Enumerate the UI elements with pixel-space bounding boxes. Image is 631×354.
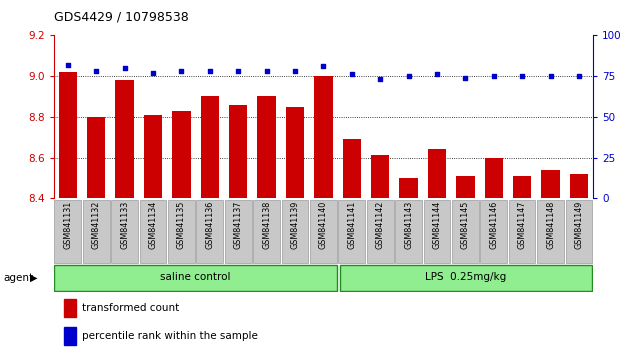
FancyBboxPatch shape xyxy=(537,200,564,263)
Text: GSM841141: GSM841141 xyxy=(347,201,357,249)
Point xyxy=(347,72,357,77)
Text: GSM841145: GSM841145 xyxy=(461,201,470,249)
Bar xyxy=(64,327,76,345)
Point xyxy=(545,73,556,79)
Text: GSM841136: GSM841136 xyxy=(205,201,215,249)
FancyBboxPatch shape xyxy=(168,200,195,263)
Bar xyxy=(64,299,76,317)
FancyBboxPatch shape xyxy=(281,200,309,263)
Text: GSM841132: GSM841132 xyxy=(91,201,101,249)
Text: GSM841144: GSM841144 xyxy=(432,201,442,249)
Bar xyxy=(399,178,418,198)
Point xyxy=(489,73,499,79)
Bar xyxy=(343,139,361,198)
Text: GSM841139: GSM841139 xyxy=(290,201,300,249)
Bar xyxy=(314,76,333,198)
Text: GSM841147: GSM841147 xyxy=(517,201,527,249)
Text: percentile rank within the sample: percentile rank within the sample xyxy=(81,331,257,341)
FancyBboxPatch shape xyxy=(338,200,365,263)
Point xyxy=(148,70,158,76)
Bar xyxy=(115,80,134,198)
Bar xyxy=(87,117,105,198)
Bar xyxy=(456,176,475,198)
Bar xyxy=(257,96,276,198)
Point xyxy=(233,68,244,74)
Point xyxy=(120,65,130,71)
Bar xyxy=(172,111,191,198)
Bar xyxy=(485,158,503,198)
Bar xyxy=(513,176,531,198)
Text: GSM841140: GSM841140 xyxy=(319,201,328,249)
Bar xyxy=(229,105,247,198)
Point xyxy=(177,68,187,74)
Text: GSM841138: GSM841138 xyxy=(262,201,271,249)
FancyBboxPatch shape xyxy=(111,200,138,263)
Text: saline control: saline control xyxy=(160,272,231,282)
Text: GSM841133: GSM841133 xyxy=(120,201,129,249)
Text: GDS4429 / 10798538: GDS4429 / 10798538 xyxy=(54,11,189,24)
Text: LPS  0.25mg/kg: LPS 0.25mg/kg xyxy=(425,272,506,282)
FancyBboxPatch shape xyxy=(54,265,337,291)
Bar xyxy=(371,155,389,198)
FancyBboxPatch shape xyxy=(196,200,223,263)
Point xyxy=(574,73,584,79)
Bar xyxy=(144,115,162,198)
Point xyxy=(404,73,414,79)
Point xyxy=(91,68,102,74)
Point xyxy=(204,68,215,74)
Point xyxy=(319,63,329,69)
FancyBboxPatch shape xyxy=(367,200,394,263)
Text: GSM841148: GSM841148 xyxy=(546,201,555,249)
FancyBboxPatch shape xyxy=(253,200,280,263)
FancyBboxPatch shape xyxy=(54,200,81,263)
FancyBboxPatch shape xyxy=(83,200,110,263)
Text: transformed count: transformed count xyxy=(81,303,179,313)
Text: GSM841137: GSM841137 xyxy=(233,201,243,249)
Text: ▶: ▶ xyxy=(30,273,38,283)
Text: GSM841149: GSM841149 xyxy=(574,201,584,249)
Point xyxy=(517,73,528,79)
Point xyxy=(432,72,442,77)
FancyBboxPatch shape xyxy=(509,200,536,263)
Bar xyxy=(541,170,560,198)
Point xyxy=(290,68,300,74)
Text: GSM841131: GSM841131 xyxy=(63,201,73,249)
Bar xyxy=(570,174,588,198)
Text: GSM841142: GSM841142 xyxy=(375,201,385,249)
Bar xyxy=(59,72,77,198)
Bar xyxy=(286,107,304,198)
Point xyxy=(375,76,385,82)
Point xyxy=(261,68,271,74)
Text: GSM841135: GSM841135 xyxy=(177,201,186,249)
FancyBboxPatch shape xyxy=(225,200,252,263)
FancyBboxPatch shape xyxy=(340,265,593,291)
Text: GSM841146: GSM841146 xyxy=(489,201,498,249)
Text: GSM841143: GSM841143 xyxy=(404,201,413,249)
Text: agent: agent xyxy=(3,273,33,283)
Bar xyxy=(201,96,219,198)
FancyBboxPatch shape xyxy=(423,200,451,263)
Point xyxy=(460,75,470,81)
FancyBboxPatch shape xyxy=(452,200,479,263)
Point xyxy=(63,62,73,68)
Text: GSM841134: GSM841134 xyxy=(148,201,158,249)
Bar xyxy=(428,149,446,198)
FancyBboxPatch shape xyxy=(310,200,337,263)
FancyBboxPatch shape xyxy=(395,200,422,263)
FancyBboxPatch shape xyxy=(480,200,507,263)
FancyBboxPatch shape xyxy=(565,200,593,263)
FancyBboxPatch shape xyxy=(139,200,167,263)
